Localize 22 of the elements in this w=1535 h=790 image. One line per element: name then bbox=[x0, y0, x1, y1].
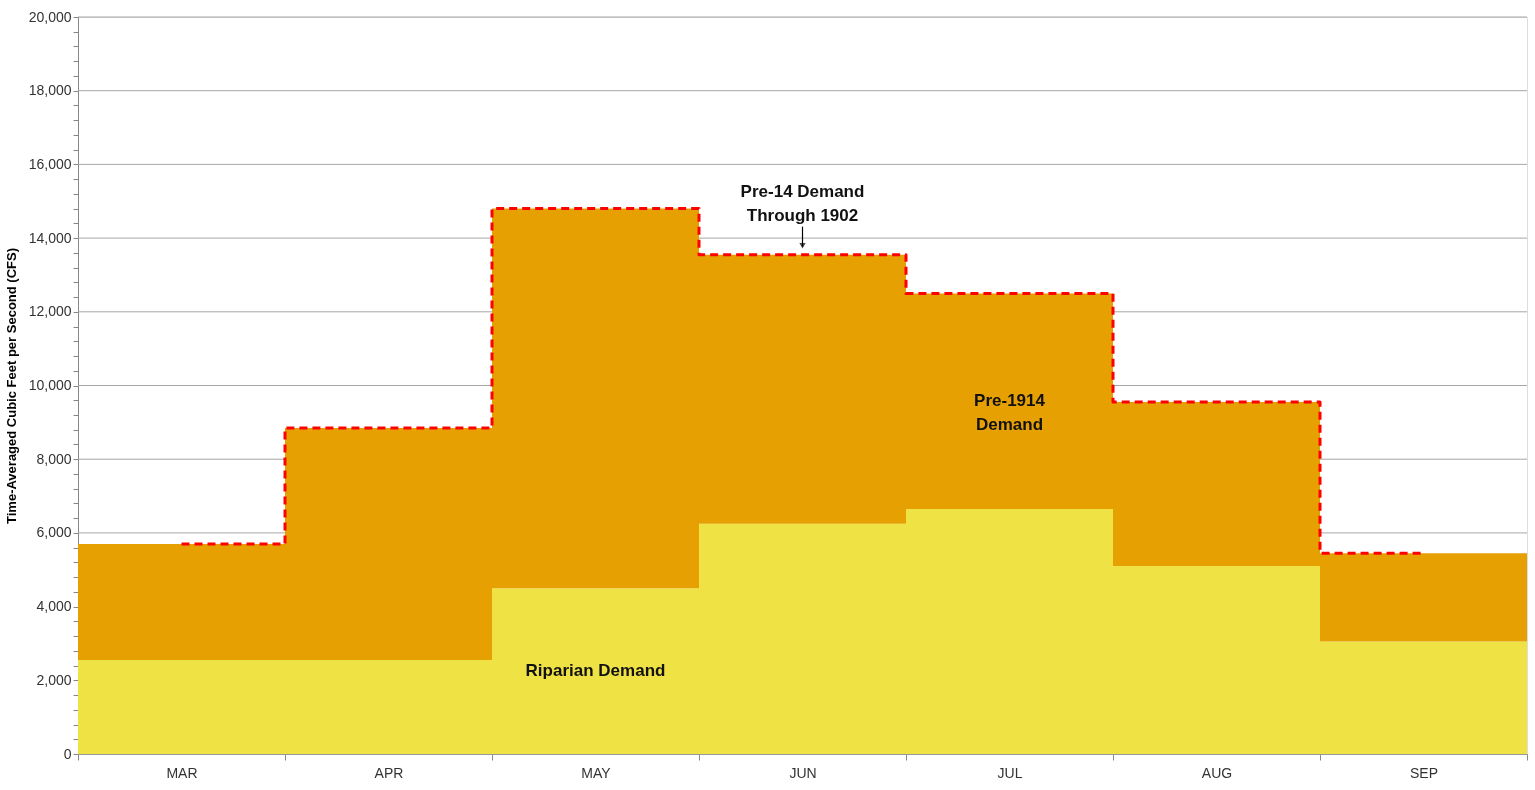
y-tick-label: 16,000 bbox=[28, 155, 72, 172]
y-tick-label: 8,000 bbox=[36, 450, 72, 467]
y-tick-label: 6,000 bbox=[36, 524, 72, 541]
x-tick-label: JUL bbox=[997, 764, 1023, 781]
y-axis-title: Time-Averaged Cubic Feet per Second (CFS) bbox=[3, 248, 19, 524]
y-tick-label: 12,000 bbox=[28, 303, 72, 320]
series-label: Riparian Demand bbox=[525, 661, 666, 681]
y-tick-label: 14,000 bbox=[28, 229, 72, 246]
x-tick-label: APR bbox=[374, 764, 404, 781]
y-tick-label: 0 bbox=[63, 745, 72, 762]
x-tick-label: SEP bbox=[1409, 764, 1439, 781]
y-tick-label: 4,000 bbox=[36, 598, 72, 615]
y-tick-label: 18,000 bbox=[28, 82, 72, 99]
y-tick-label: 2,000 bbox=[36, 671, 72, 688]
y-tick-label: 20,000 bbox=[28, 8, 72, 25]
x-tick-label: AUG bbox=[1201, 764, 1233, 781]
x-tick-label: JUN bbox=[789, 764, 817, 781]
y-tick-label: 10,000 bbox=[28, 377, 72, 393]
series-label: Pre-14 Demand Through 1902 bbox=[740, 181, 865, 225]
x-tick-label: MAR bbox=[166, 764, 198, 781]
x-tick-label: MAY bbox=[581, 764, 612, 781]
series-label: Pre-1914 Demand bbox=[974, 391, 1046, 435]
